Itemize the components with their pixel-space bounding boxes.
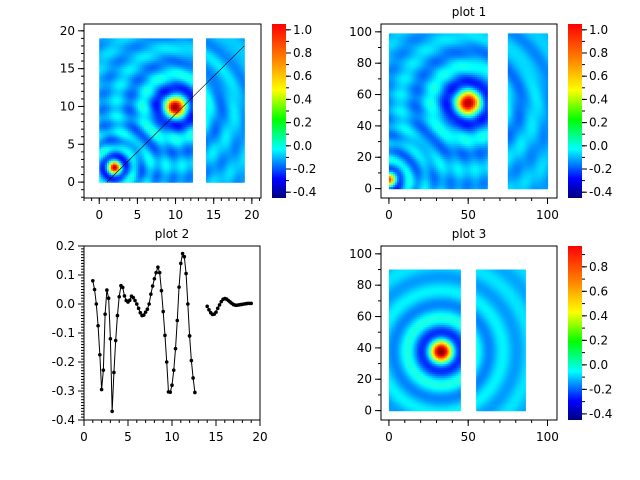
heatmap-blocks	[99, 38, 245, 182]
heatmap-block	[206, 38, 245, 182]
heatmap-cell	[190, 38, 193, 41]
